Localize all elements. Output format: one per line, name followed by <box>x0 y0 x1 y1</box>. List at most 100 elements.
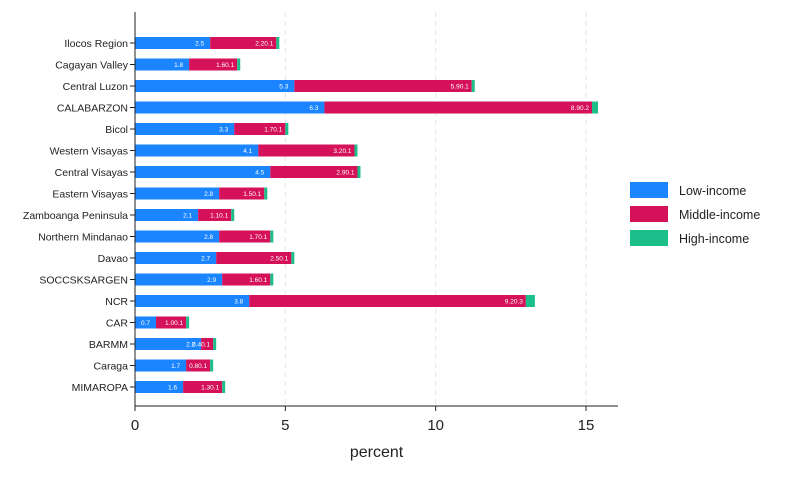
bar-high-10 <box>291 252 295 264</box>
bar-low-6 <box>135 166 271 178</box>
category-label-4: Bicol <box>105 124 128 136</box>
data-label-low-9: 2.8 <box>204 234 213 241</box>
data-label-low-13: 0.7 <box>141 320 150 327</box>
bar-low-1 <box>135 58 190 71</box>
category-label-3: CALABARZON <box>57 103 128 115</box>
data-label-middle-8: 1.10.1 <box>210 213 228 220</box>
bar-low-15 <box>135 359 187 372</box>
bar-low-2 <box>135 80 295 92</box>
legend-swatch-0 <box>630 182 668 198</box>
data-label-low-2: 5.3 <box>279 84 288 91</box>
legend-swatch-2 <box>630 230 668 246</box>
legend-label-0: Low-income <box>679 184 746 198</box>
category-label-5: Western Visayas <box>50 146 128 158</box>
data-label-low-11: 2.9 <box>207 277 216 284</box>
data-label-low-16: 1.6 <box>168 385 177 392</box>
category-label-13: CAR <box>106 318 129 330</box>
bar-middle-10 <box>216 252 292 264</box>
x-axis-title: percent <box>350 444 404 461</box>
category-label-12: NCR <box>105 296 128 308</box>
data-label-middle-4: 1.70.1 <box>264 127 282 134</box>
category-label-1: Cagayan Valley <box>55 60 129 72</box>
bar-middle-9 <box>219 230 271 243</box>
category-label-14: BARMM <box>89 339 128 351</box>
category-label-8: Zamboanga Peninsula <box>23 210 128 222</box>
data-label-low-14: 2.2 <box>186 342 195 349</box>
bar-low-11 <box>135 273 223 286</box>
category-label-16: MIMAROPA <box>72 382 128 394</box>
data-label-low-0: 2.5 <box>195 41 204 48</box>
data-label-low-15: 1.7 <box>171 363 180 370</box>
bar-middle-1 <box>189 58 238 71</box>
x-tick-label-5: 5 <box>281 417 289 434</box>
data-label-middle-2: 5.90.1 <box>451 84 469 91</box>
bar-middle-16 <box>183 381 223 393</box>
bar-low-7 <box>135 187 220 200</box>
data-label-low-4: 3.3 <box>219 127 228 134</box>
bar-high-12 <box>525 295 535 307</box>
x-tick-label-10: 10 <box>427 417 444 434</box>
data-label-middle-7: 1.50.1 <box>243 191 261 198</box>
bar-high-9 <box>270 230 274 243</box>
bar-high-4 <box>285 123 289 135</box>
bar-low-8 <box>135 209 199 221</box>
bar-high-8 <box>231 209 235 221</box>
bar-high-0 <box>276 37 280 49</box>
bar-high-11 <box>270 273 274 286</box>
bar-middle-4 <box>234 123 286 135</box>
category-label-0: Ilocos Region <box>64 38 128 50</box>
data-label-low-6: 4.5 <box>255 170 264 177</box>
bar-low-9 <box>135 230 220 243</box>
data-label-middle-14: 0.40.1 <box>192 342 210 349</box>
data-label-low-12: 3.8 <box>234 299 243 306</box>
bar-high-1 <box>237 58 241 71</box>
data-label-low-1: 1.8 <box>174 62 183 69</box>
data-label-low-5: 4.1 <box>243 148 252 155</box>
bar-middle-15 <box>186 359 211 372</box>
bar-low-14 <box>135 338 202 350</box>
data-label-middle-12: 9.20.3 <box>505 299 523 306</box>
bar-high-2 <box>471 80 475 92</box>
bar-high-3 <box>592 101 599 114</box>
bar-high-13 <box>186 316 190 329</box>
data-label-middle-16: 1.30.1 <box>201 385 219 392</box>
bar-low-13 <box>135 316 157 329</box>
bar-middle-12 <box>249 295 526 307</box>
bar-middle-8 <box>198 209 232 221</box>
bar-middle-5 <box>258 144 355 157</box>
bar-middle-6 <box>270 166 358 178</box>
data-label-low-7: 2.8 <box>204 191 213 198</box>
category-label-9: Northern Mindanao <box>38 232 128 244</box>
data-label-low-8: 2.1 <box>183 213 192 220</box>
bar-low-12 <box>135 295 250 307</box>
legend-label-2: High-income <box>679 232 749 246</box>
category-label-11: SOCCSKSARGEN <box>39 275 128 287</box>
bar-low-5 <box>135 144 259 157</box>
data-label-middle-0: 2.20.1 <box>255 41 273 48</box>
data-label-middle-13: 1.00.1 <box>165 320 183 327</box>
x-tick-label-0: 0 <box>131 417 139 434</box>
bar-low-10 <box>135 252 217 264</box>
category-label-10: Davao <box>98 253 129 265</box>
bar-high-16 <box>222 381 226 393</box>
data-label-middle-10: 2.50.1 <box>270 256 288 263</box>
category-label-6: Central Visayas <box>55 167 128 179</box>
legend-label-1: Middle-income <box>679 208 760 222</box>
data-label-middle-6: 2.90.1 <box>336 170 354 177</box>
bar-middle-0 <box>210 37 277 49</box>
legend-swatch-1 <box>630 206 668 222</box>
bar-high-5 <box>354 144 358 157</box>
bar-low-0 <box>135 37 211 49</box>
bar-middle-7 <box>219 187 265 200</box>
bar-high-7 <box>264 187 268 200</box>
category-label-2: Central Luzon <box>63 81 129 93</box>
bar-middle-13 <box>156 316 187 329</box>
data-label-middle-1: 1.60.1 <box>216 62 234 69</box>
bar-middle-2 <box>294 80 472 92</box>
data-label-low-10: 2.7 <box>201 256 210 263</box>
data-label-middle-3: 8.90.2 <box>571 105 589 112</box>
data-label-middle-15: 0.80.1 <box>189 363 207 370</box>
category-label-15: Caraga <box>94 361 129 373</box>
